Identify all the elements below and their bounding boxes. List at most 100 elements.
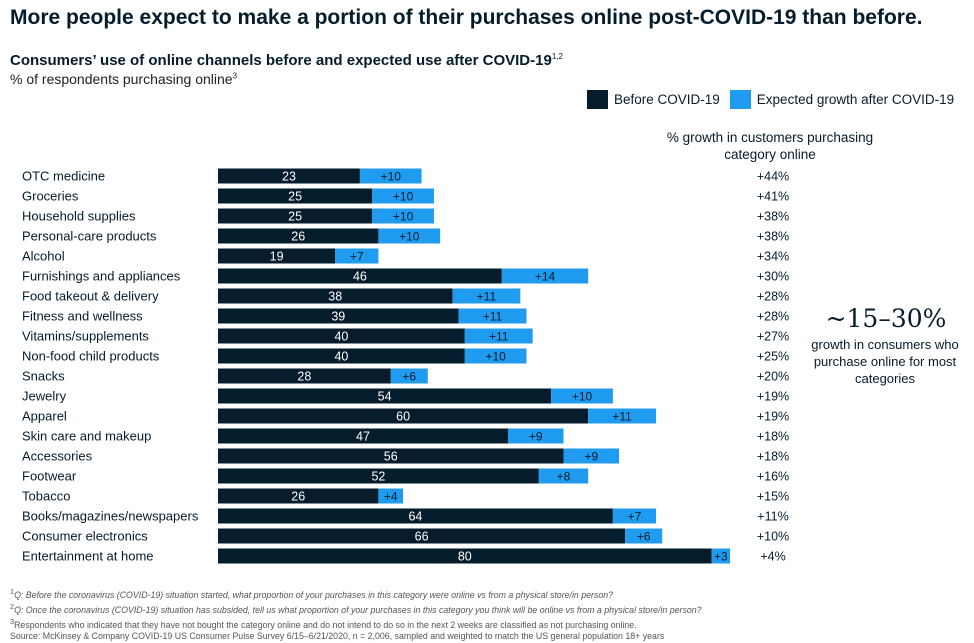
legend-swatch-growth bbox=[729, 90, 751, 109]
bar-expected-growth bbox=[551, 388, 613, 404]
bar-expected-growth bbox=[372, 188, 434, 204]
data-label-growth: +6 bbox=[402, 370, 416, 384]
footnote-3: 3Respondents who indicated that they hav… bbox=[10, 616, 637, 630]
data-label-before: 26 bbox=[291, 490, 305, 504]
bar-expected-growth bbox=[501, 268, 589, 284]
growth-percent: +30% bbox=[757, 270, 789, 284]
bar-before-covid bbox=[218, 468, 539, 484]
legend-swatch-before bbox=[587, 90, 608, 109]
bar-before-covid bbox=[218, 368, 391, 384]
category-label: Entertainment at home bbox=[22, 549, 154, 564]
bar-expected-growth bbox=[458, 308, 527, 324]
bar-before-covid bbox=[218, 188, 373, 204]
bar-expected-growth bbox=[372, 208, 434, 224]
data-label-before: 40 bbox=[334, 330, 348, 344]
legend-label-before: Before COVID-19 bbox=[614, 92, 720, 107]
category-label: Books/magazines/newspapers bbox=[22, 509, 199, 524]
category-label: Snacks bbox=[22, 369, 65, 384]
bar-expected-growth bbox=[625, 528, 663, 544]
legend: Before COVID-19 Expected growth after CO… bbox=[587, 90, 964, 109]
data-label-before: 38 bbox=[328, 290, 342, 304]
category-label: Footwear bbox=[22, 469, 77, 484]
callout-range: ~15–30% bbox=[825, 304, 947, 333]
bar-before-covid bbox=[218, 228, 379, 244]
category-label: Household supplies bbox=[22, 209, 136, 224]
bar-before-covid bbox=[218, 448, 564, 464]
bar-before-covid bbox=[218, 548, 712, 564]
data-label-growth: +10 bbox=[393, 190, 414, 204]
category-label: Consumer electronics bbox=[22, 529, 148, 544]
data-label-before: 39 bbox=[331, 310, 345, 324]
data-label-before: 80 bbox=[458, 550, 472, 564]
growth-percent: +44% bbox=[757, 170, 789, 184]
data-label-before: 47 bbox=[356, 430, 370, 444]
bar-expected-growth bbox=[335, 248, 379, 264]
bar-before-covid bbox=[218, 308, 459, 324]
bar-before-covid bbox=[218, 288, 453, 304]
data-label-before: 23 bbox=[282, 170, 296, 184]
y-axis-label: % of respondents purchasing online3 bbox=[10, 71, 238, 87]
bar-before-covid bbox=[218, 528, 626, 544]
data-label-before: 40 bbox=[334, 350, 348, 364]
data-label-before: 46 bbox=[353, 270, 367, 284]
data-label-growth: +10 bbox=[485, 350, 506, 364]
headline: More people expect to make a portion of … bbox=[10, 6, 923, 29]
data-label-before: 19 bbox=[270, 250, 284, 264]
data-label-before: 60 bbox=[396, 410, 410, 424]
legend-item-before: Before COVID-19 bbox=[587, 90, 720, 109]
category-label: OTC medicine bbox=[22, 169, 105, 184]
data-label-before: 52 bbox=[371, 470, 385, 484]
data-label-growth: +9 bbox=[529, 430, 543, 444]
data-label-growth: +6 bbox=[637, 530, 651, 544]
category-label: Jewelry bbox=[22, 389, 67, 404]
bar-expected-growth bbox=[378, 488, 404, 504]
growth-percent: +10% bbox=[757, 530, 789, 544]
growth-percent: +34% bbox=[757, 250, 789, 264]
growth-percent: +41% bbox=[757, 190, 789, 204]
growth-percent: +4% bbox=[760, 550, 785, 564]
chart-title: Consumers’ use of online channels before… bbox=[10, 52, 563, 69]
bar-expected-growth bbox=[612, 508, 657, 524]
data-label-growth: +9 bbox=[584, 450, 598, 464]
category-label: Tobacco bbox=[22, 489, 70, 504]
data-label-growth: +11 bbox=[489, 330, 509, 344]
footnotes: 1Q: Before the coronavirus (COVID-19) si… bbox=[10, 586, 702, 642]
data-label-before: 25 bbox=[288, 210, 302, 224]
growth-percent: +28% bbox=[757, 310, 789, 324]
data-label-before: 26 bbox=[291, 230, 305, 244]
data-label-growth: +3 bbox=[714, 550, 728, 564]
footnote-1: 1Q: Before the coronavirus (COVID-19) si… bbox=[10, 587, 614, 600]
bar-before-covid bbox=[218, 328, 465, 344]
growth-percent: +19% bbox=[757, 390, 789, 404]
growth-percent: +28% bbox=[757, 290, 789, 304]
footnote-2: 2Q: Once the coronavirus (COVID-19) situ… bbox=[10, 601, 702, 615]
category-label: Alcohol bbox=[22, 249, 65, 264]
data-label-before: 25 bbox=[288, 190, 302, 204]
bar-expected-growth bbox=[464, 348, 527, 364]
data-label-growth: +10 bbox=[381, 170, 402, 184]
category-label: Fitness and wellness bbox=[22, 309, 143, 324]
growth-percent: +18% bbox=[757, 430, 789, 444]
legend-item-growth: Expected growth after COVID-19 bbox=[729, 90, 954, 109]
bar-before-covid bbox=[218, 488, 379, 504]
data-label-growth: +14 bbox=[535, 270, 556, 284]
data-label-before: 66 bbox=[415, 530, 429, 544]
data-label-before: 64 bbox=[408, 510, 422, 524]
category-label: Non-food child products bbox=[22, 349, 160, 364]
data-label-before: 54 bbox=[378, 390, 392, 404]
bar-expected-growth bbox=[711, 548, 731, 564]
growth-percent: +20% bbox=[757, 370, 789, 384]
growth-percent: +18% bbox=[757, 450, 789, 464]
bar-before-covid bbox=[218, 388, 552, 404]
data-label-growth: +10 bbox=[399, 230, 420, 244]
bar-before-covid bbox=[218, 268, 502, 284]
category-label: Skin care and makeup bbox=[22, 429, 151, 444]
growth-percent: +38% bbox=[757, 230, 789, 244]
callout-text: growth in consumers who purchase online … bbox=[811, 337, 959, 386]
category-label: Vitamins/supplements bbox=[22, 329, 149, 344]
data-label-growth: +4 bbox=[384, 490, 398, 504]
growth-percent: +38% bbox=[757, 210, 789, 224]
data-label-before: 56 bbox=[384, 450, 398, 464]
bar-expected-growth bbox=[452, 288, 521, 304]
